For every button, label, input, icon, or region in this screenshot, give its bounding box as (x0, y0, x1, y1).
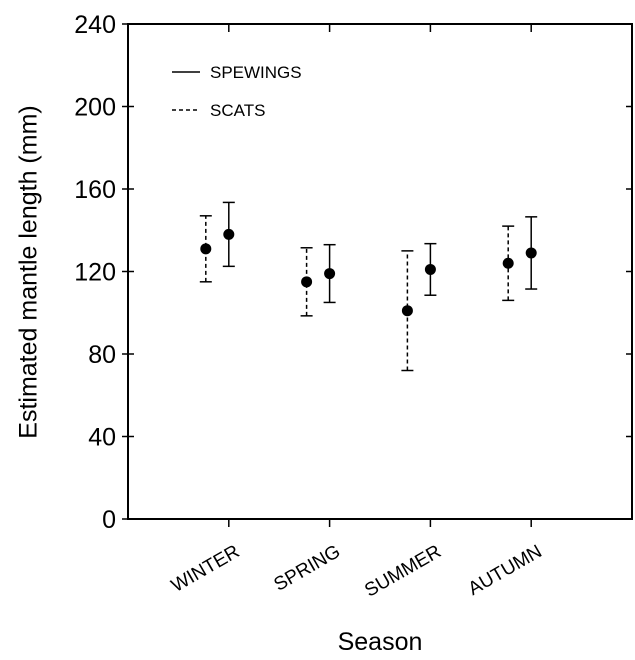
plot-frame (127, 23, 633, 520)
legend-label: SPEWINGS (210, 63, 302, 82)
point (200, 243, 212, 255)
x-tick-label: AUTUMN (465, 541, 546, 600)
error-bar (199, 215, 212, 283)
y-tick-label: 40 (88, 424, 116, 452)
error-bar (300, 247, 313, 317)
y-tick-label: 200 (74, 94, 116, 122)
y-axis-title: Estimated mantle length (mm) (15, 105, 43, 438)
x-axis-title: Season (338, 628, 423, 656)
point (401, 305, 413, 317)
point (525, 247, 537, 259)
y-tick-label: 160 (74, 176, 116, 204)
x-tick-label: SPRING (271, 541, 345, 596)
y-tick-label: 80 (88, 341, 116, 369)
y-tick-label: 120 (74, 259, 116, 287)
y-tick-label: 0 (102, 506, 116, 534)
point (301, 276, 313, 288)
point (502, 257, 514, 269)
x-tick-label: WINTER (168, 541, 243, 597)
point (223, 228, 235, 240)
y-tick-label: 240 (74, 11, 116, 39)
x-tick-label: SUMMER (361, 541, 445, 601)
point (324, 268, 336, 280)
point (424, 263, 436, 275)
legend-label: SCATS (210, 101, 265, 120)
